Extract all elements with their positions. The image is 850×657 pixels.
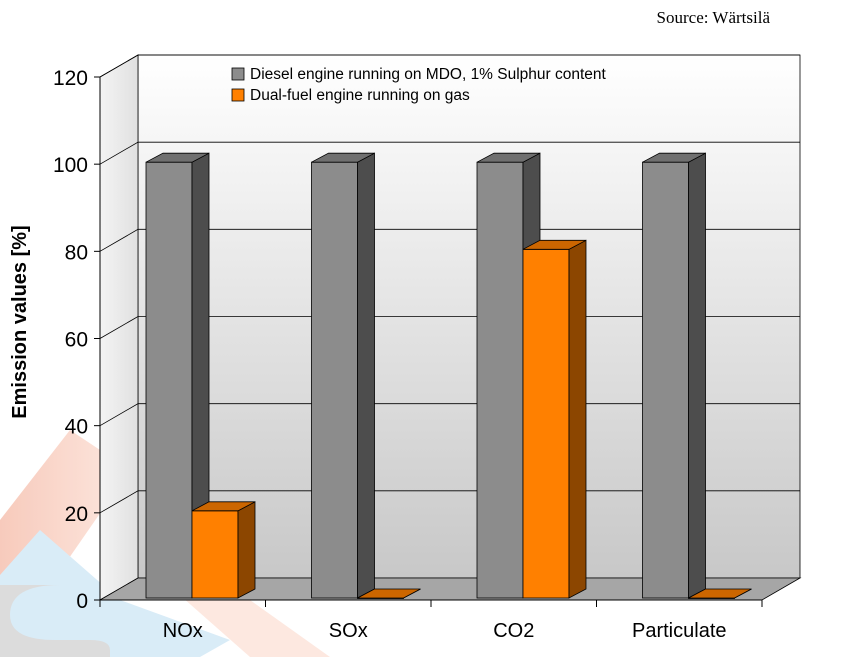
bar-front [311,161,358,599]
x-tick-label: SOx [329,620,368,642]
bar-top [642,152,706,163]
bar-top [145,152,210,163]
y-tick-label: 100 [53,154,88,177]
y-tick-label: 0 [76,590,88,613]
bar-top [688,588,752,599]
legend-label: Diesel engine running on MDO, 1% Sulphur… [250,66,607,83]
bar-front [476,161,524,599]
y-tick-label: 80 [65,241,88,264]
bar-top [476,152,541,163]
bar-particulate-diesel [642,152,706,599]
y-tick-label: 120 [53,67,88,90]
y-tick-label: 20 [65,503,88,526]
bar-sox-diesel [311,152,375,599]
y-tick-label: 60 [65,329,88,352]
bar-front [191,510,239,599]
y-axis-label: Emission values [%] [9,225,31,418]
bar-top [522,239,587,250]
legend-swatch [231,67,245,81]
bar-top [311,152,375,163]
chart-legend: Diesel engine running on MDO, 1% Sulphur… [231,66,607,104]
bar-front [145,161,193,599]
bar-top [191,501,256,512]
gridline [99,54,800,78]
source-note: Source: Wärtsilä [656,8,770,27]
gridline [99,141,800,165]
bar-front [522,248,570,599]
gridline [99,228,800,252]
legend-label: Dual-fuel engine running on gas [250,87,470,104]
bar-co2-dual-fuel [522,239,587,599]
y-tick-label: 40 [65,416,88,439]
bar-side [237,501,256,599]
bar-nox-diesel [145,152,210,599]
bar-side [688,152,706,599]
bar-nox-dual-fuel [191,501,256,599]
x-tick-label: NOx [163,620,203,642]
bar-side [357,152,375,599]
bar-sox-dual-fuel [357,588,421,599]
bar-top [357,588,421,599]
legend-swatch [231,88,245,102]
bar-front [642,161,689,599]
bar-side [568,239,587,599]
chart-bars [145,152,752,599]
bar-particulate-dual-fuel [688,588,752,599]
x-tick-label: CO2 [493,620,534,642]
x-tick-label: Particulate [632,620,727,642]
chart-axes: 0 20 40 60 80 100 120 NOx SOx CO2 Particulate [53,54,802,642]
